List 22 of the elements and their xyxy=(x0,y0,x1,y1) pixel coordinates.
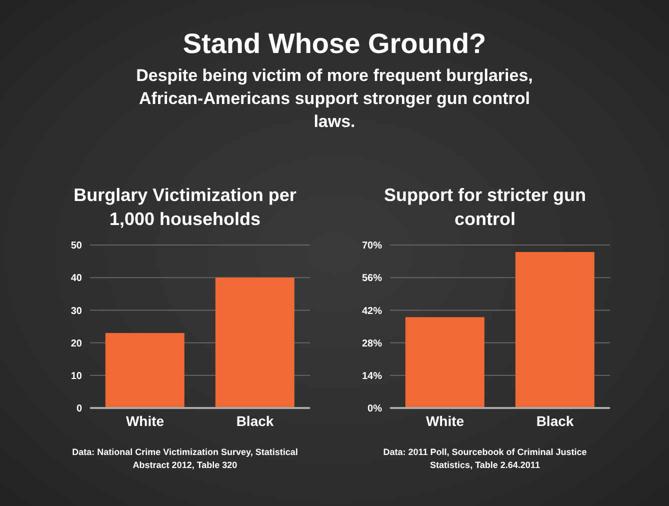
y-tick-label: 0 xyxy=(76,404,82,415)
x-tick-label: White xyxy=(126,412,164,429)
y-tick-label: 14% xyxy=(362,370,382,382)
y-tick-label: 30 xyxy=(70,306,82,317)
text: Despite being victim of more frequent burglaries, African-Americans support stronger gun control laws. xyxy=(135,65,534,133)
y-tick-label: 56% xyxy=(362,273,382,284)
text: Data: National Crime Victimization Survey, Statistical Abstract 2012, Table 320 xyxy=(71,446,299,472)
y-tick-label: 10 xyxy=(70,370,82,382)
text: Stand Whose Ground? xyxy=(182,28,488,60)
y-tick-label: 0% xyxy=(368,404,382,415)
y-tick-label: 40 xyxy=(70,273,82,284)
y-tick-label: 70% xyxy=(362,240,382,252)
chart-title: Burglary Victimization per 1,000 households xyxy=(72,184,298,231)
x-tick-label: Black xyxy=(536,412,574,429)
chart-title: Support for stricter gun control xyxy=(383,184,587,231)
y-tick-label: 42% xyxy=(362,306,382,317)
x-tick-label: White xyxy=(426,412,464,429)
y-tick-label: 28% xyxy=(362,338,382,350)
y-tick-label: 50 xyxy=(70,240,82,252)
text: Data: 2011 Poll, Sourcebook of Criminal Justice Statistics, Table 2.64.2011 xyxy=(382,446,588,472)
x-tick-label: Black xyxy=(236,412,274,429)
y-tick-label: 20 xyxy=(70,338,82,350)
